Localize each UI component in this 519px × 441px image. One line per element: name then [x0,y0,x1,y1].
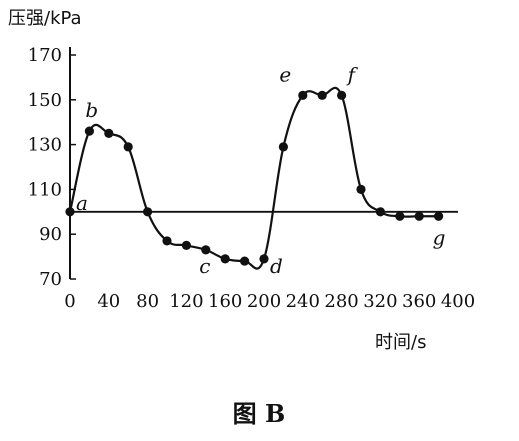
pressure-curve [68,86,439,270]
figure-caption: 图 B [233,399,286,428]
data-points [65,90,444,266]
x-tick-label: 40 [97,291,120,312]
data-point [104,128,114,138]
series-layer [65,86,444,270]
axes: 70 90 110 130 150 170 0 40 80 120 160 200 240 280 320… [28,45,476,312]
data-point [65,207,75,217]
x-tick-label: 160 [208,291,242,312]
data-point [337,90,347,100]
x-ticks: 0 40 80 120 160 200 240 280 320 360 400 [64,291,475,312]
x-tick-label: 400 [441,291,475,312]
y-tick-label: 90 [39,224,62,245]
data-point [259,254,269,264]
point-label-e: e [279,62,291,86]
data-point [395,211,405,221]
x-tick-label: 320 [363,291,397,312]
data-point [356,184,366,194]
data-point [414,211,424,221]
x-tick-label: 200 [247,291,281,312]
x-tick-label: 80 [136,291,159,312]
point-label-a: a [76,191,88,215]
point-label-c: c [199,254,210,278]
data-point [240,256,250,266]
x-tick-label: 280 [324,291,358,312]
y-axis-title: 压强/kPa [8,8,82,29]
data-point [375,207,385,217]
x-tick-label: 120 [169,291,203,312]
data-point [84,126,94,136]
data-point [434,211,444,221]
data-point [181,240,191,250]
data-point [278,142,288,152]
x-tick-label: 240 [286,291,320,312]
point-labels: a b c d e f g [76,62,445,278]
data-point [201,245,211,255]
y-tick-label: 70 [39,269,62,290]
point-label-f: f [346,62,359,86]
point-label-b: b [85,98,98,122]
point-label-g: g [433,225,446,249]
data-point [220,254,230,264]
data-point [298,90,308,100]
data-point [317,90,327,100]
data-point [162,236,172,246]
y-tick-label: 170 [28,45,62,66]
y-tick-label: 110 [28,179,62,200]
data-point [143,207,153,217]
data-point [123,142,133,152]
y-tick-label: 150 [28,90,62,111]
y-tick-label: 130 [28,135,62,156]
point-label-d: d [270,254,283,278]
y-ticks: 70 90 110 130 150 170 [28,45,76,290]
x-axis-title: 时间/s [375,332,426,353]
x-tick-label: 360 [402,291,436,312]
x-tick-label: 0 [64,291,75,312]
